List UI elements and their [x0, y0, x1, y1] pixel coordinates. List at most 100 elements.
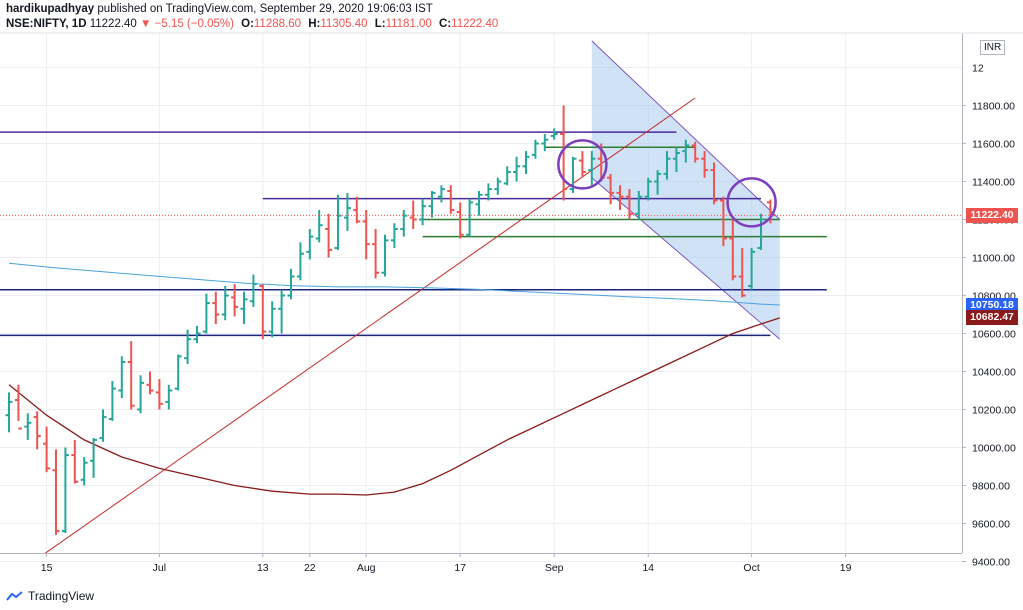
price-tick-label: 10000.00: [972, 443, 1016, 455]
time-tick-label: 13: [257, 562, 269, 574]
ohlc-bar: [729, 219, 737, 281]
ohlc-bar: [99, 409, 107, 442]
ohlc-bar: [672, 147, 680, 172]
ohlc-bar: [625, 189, 633, 220]
ohlc-bar: [193, 325, 201, 343]
open-value: 11288.60: [253, 18, 302, 30]
time-tick-label: Oct: [743, 562, 759, 574]
ohlc-bar: [137, 375, 145, 414]
ohlc-bar: [466, 198, 474, 237]
ohlc-bar: [80, 457, 88, 486]
highlight-circle: [726, 177, 777, 228]
currency-badge[interactable]: INR: [980, 40, 1006, 55]
price-tick-label: 10400.00: [972, 367, 1016, 379]
ohlc-bar: [560, 105, 568, 201]
ohlc-bar: [127, 341, 135, 410]
ohlc-bar: [165, 384, 173, 410]
ohlc-bar: [428, 191, 436, 218]
ohlc-legend: NSE:NIFTY, 1D 11222.40 ▼ −5.15 (−0.05%) …: [6, 18, 498, 30]
brand-name[interactable]: TradingView: [28, 589, 95, 603]
ohlc-bar: [531, 139, 539, 159]
time-tick-label: 22: [304, 562, 316, 574]
author-name[interactable]: hardikupadhyay: [6, 3, 95, 15]
ohlc-bar: [400, 210, 408, 237]
symbol-label[interactable]: NSE:NIFTY, 1D: [6, 18, 87, 30]
ohlc-bar: [691, 141, 699, 163]
price-tick-label: 10200.00: [972, 405, 1016, 417]
ohlc-bar: [484, 183, 492, 201]
ohlc-bar: [578, 151, 586, 178]
published-text: published on TradingView.com, September …: [97, 3, 433, 15]
ohlc-bar: [325, 213, 333, 258]
ohlc-bar: [155, 379, 163, 410]
open-label: O:: [241, 18, 254, 30]
ohlc-bar: [701, 151, 709, 178]
ohlc-bar: [24, 413, 32, 440]
sma-short-line: [8, 262, 780, 306]
ohlc-bar: [268, 301, 276, 338]
ohlc-bar: [710, 162, 718, 205]
ohlc-bar: [146, 371, 154, 395]
price-tick-label: 11800.00: [972, 101, 1015, 113]
ohlc-bar: [362, 210, 370, 260]
high-value: 11305.40: [320, 18, 368, 30]
footer: TradingView: [6, 589, 94, 603]
ohlc-bar: [719, 196, 727, 247]
last-price: 11222.40: [89, 18, 137, 30]
ohlc-bar: [635, 191, 643, 220]
ohlc-bar: [390, 223, 398, 248]
ohlc-bar: [381, 234, 389, 277]
ohlc-bar: [550, 128, 558, 140]
channel-lower-line: [591, 177, 781, 340]
ohlc-bar: [14, 384, 22, 430]
ohlc-bar: [419, 198, 427, 226]
grid-lines: [0, 33, 962, 562]
ohlc-bar: [588, 151, 596, 186]
ohlc-bar: [738, 248, 746, 298]
ohlc-bar: [61, 447, 69, 533]
close-value: 11222.40: [451, 18, 499, 30]
ohlc-bar: [644, 177, 652, 201]
low-label: L:: [374, 18, 386, 30]
time-tick-label: Jul: [153, 562, 166, 574]
ohlc-bar: [616, 185, 624, 210]
ohlc-bar: [174, 354, 182, 391]
ohlc-bar: [757, 213, 765, 250]
ohlc-bar: [503, 166, 511, 186]
time-tick-label: Aug: [357, 562, 376, 574]
tradingview-logo-icon: [6, 591, 23, 601]
last-price-tag: 11222.40: [966, 207, 1018, 223]
rising-trendline: [44, 97, 696, 553]
ohlc-bar: [494, 177, 502, 195]
ohlc-bar: [43, 426, 51, 473]
ohlc-bar: [372, 229, 380, 279]
time-tick-label: 15: [41, 562, 53, 574]
price-change: −5.15 (−0.05%): [154, 18, 234, 30]
price-tick-label: 9600.00: [972, 519, 1010, 531]
ohlc-bar: [278, 289, 286, 334]
ohlc-bar: [71, 439, 79, 484]
ohlc-bar: [522, 151, 530, 174]
ohlc-bar: [541, 134, 549, 152]
publish-info: hardikupadhyay published on TradingView.…: [6, 3, 433, 15]
ohlc-bar: [249, 274, 257, 307]
down-arrow-icon: ▼: [140, 18, 152, 30]
ohlc-bar: [118, 356, 126, 399]
close-label: C:: [439, 18, 452, 30]
ohlc-bar: [212, 291, 220, 324]
ohlc-bar: [663, 151, 671, 180]
highlight-circle: [557, 139, 608, 190]
ohlc-bar: [447, 185, 455, 214]
ohlc-bar: [296, 242, 304, 281]
ohlc-bar: [654, 170, 662, 195]
time-tick-label: Sep: [545, 562, 564, 574]
price-tick-label: 10600.00: [972, 329, 1016, 341]
price-tick-label: 12: [972, 63, 984, 75]
ohlc-bar: [475, 191, 483, 216]
time-tick-label: 19: [840, 562, 852, 574]
low-value: 11181.00: [385, 18, 432, 30]
ohlc-bar: [108, 381, 116, 421]
ohlc-bar: [5, 392, 13, 433]
price-tick-label: 9800.00: [972, 481, 1010, 493]
